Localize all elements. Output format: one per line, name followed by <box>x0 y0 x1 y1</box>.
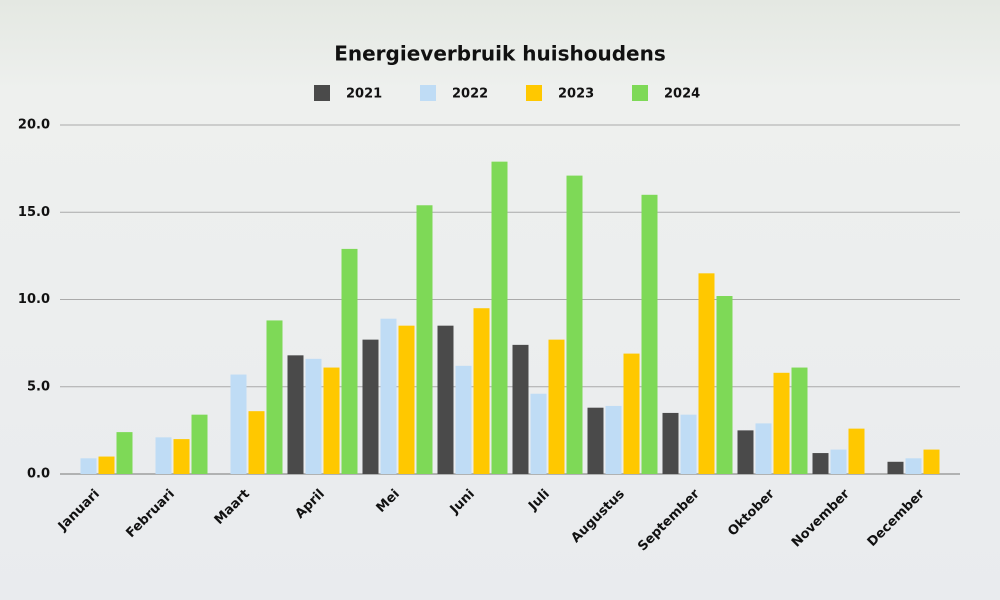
bar <box>905 458 922 474</box>
bar <box>605 405 622 474</box>
bar <box>398 325 415 474</box>
legend-label: 2024 <box>664 87 700 102</box>
bar <box>923 449 940 474</box>
bar <box>380 318 397 474</box>
bar <box>566 175 583 475</box>
legend-label: 2022 <box>452 87 488 102</box>
bar <box>812 453 829 474</box>
y-tick-label: 5.0 <box>27 379 50 394</box>
bar <box>173 439 190 474</box>
chart-title: Energieverbruik huishoudens <box>334 42 666 66</box>
bar <box>737 430 754 474</box>
bar <box>155 437 172 474</box>
bar <box>98 456 115 474</box>
bar <box>680 414 697 474</box>
bar <box>80 458 97 474</box>
bar <box>662 412 679 474</box>
bar <box>773 372 790 474</box>
bar <box>887 461 904 474</box>
y-tick-label: 0.0 <box>27 467 50 482</box>
bar <box>623 353 640 474</box>
bar <box>512 344 529 474</box>
bar <box>716 296 733 474</box>
bar <box>455 365 472 474</box>
bar <box>362 339 379 474</box>
bar <box>116 432 133 474</box>
bar <box>830 449 847 474</box>
legend-label: 2023 <box>558 87 594 102</box>
legend-swatch <box>632 85 648 101</box>
bar <box>473 308 490 474</box>
bar <box>548 339 565 474</box>
bar <box>248 411 265 474</box>
bar <box>641 194 658 475</box>
legend-swatch <box>526 85 542 101</box>
bar <box>230 374 247 474</box>
bar <box>491 161 508 474</box>
bar <box>266 320 283 474</box>
bar <box>698 273 715 474</box>
bar <box>530 393 547 474</box>
bar <box>287 355 304 474</box>
y-tick-label: 15.0 <box>18 205 50 220</box>
y-tick-label: 20.0 <box>18 118 50 133</box>
y-tick-label: 10.0 <box>18 292 50 307</box>
bar <box>191 414 208 474</box>
bar <box>437 325 454 474</box>
legend-swatch <box>420 85 436 101</box>
bar <box>416 205 433 474</box>
legend-swatch <box>314 85 330 101</box>
bar <box>305 358 322 474</box>
bar <box>791 367 808 474</box>
legend-label: 2021 <box>346 87 382 102</box>
bar <box>848 428 865 474</box>
bar <box>323 367 340 474</box>
bar <box>755 423 772 474</box>
bar <box>341 248 358 474</box>
bar <box>587 407 604 474</box>
